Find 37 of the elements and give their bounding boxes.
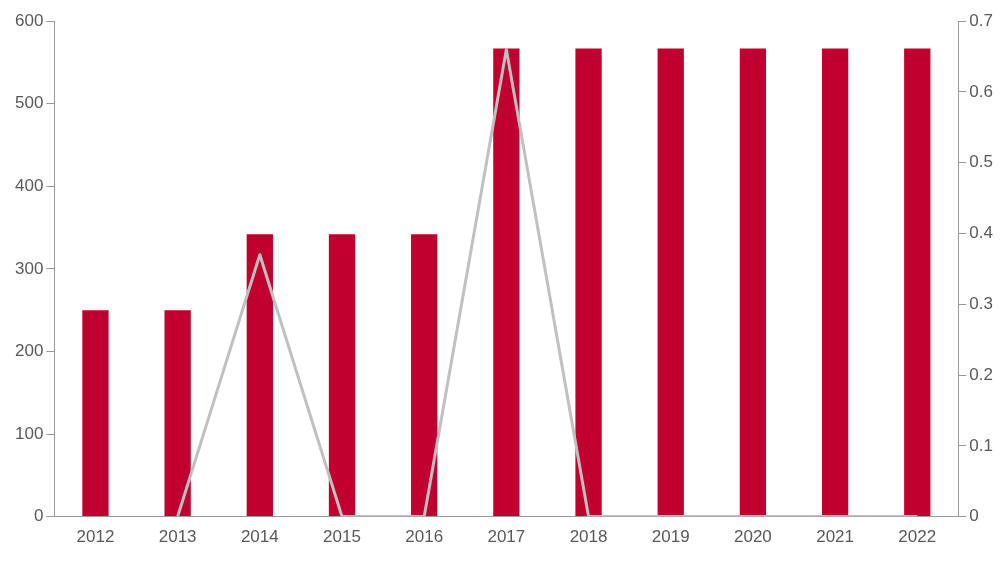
x-tick-label: 2018	[569, 527, 608, 547]
x-tick-label: 2015	[323, 527, 361, 547]
bar	[164, 310, 191, 517]
bar	[904, 48, 931, 517]
y2-tick-label: 0.5	[969, 152, 994, 172]
x-tick-label: 2020	[734, 527, 772, 547]
bar	[739, 48, 767, 517]
y-tick-label: 500	[14, 93, 44, 113]
bar	[821, 48, 849, 517]
x-tick-label: 2021	[816, 527, 855, 547]
x-tick-label: 2017	[487, 527, 526, 547]
y2-tick-label: 0.4	[969, 223, 994, 243]
y2-tick-label: 0.2	[969, 364, 994, 384]
x-tick-label: 2016	[405, 527, 444, 547]
bar	[657, 48, 684, 517]
y2-tick-label: 0.1	[969, 435, 994, 455]
bar	[575, 48, 602, 517]
x-tick-label: 2014	[240, 527, 279, 547]
y2-tick-label: 0.6	[969, 81, 994, 101]
y-tick-label: 100	[14, 423, 44, 443]
y-tick-label: 600	[14, 10, 44, 30]
y2-tick-label: 0.7	[969, 10, 994, 30]
x-tick-label: 2012	[76, 527, 115, 547]
x-tick-label: 2013	[158, 527, 197, 547]
y-tick-label: 0	[33, 506, 44, 526]
y-tick-label: 200	[14, 341, 44, 361]
y2-tick-label: 0	[969, 506, 979, 526]
bar	[82, 310, 109, 517]
x-tick-label: 2019	[651, 527, 690, 547]
bar	[246, 234, 273, 517]
bar	[493, 48, 520, 517]
x-tick-label: 2022	[898, 527, 937, 547]
bar	[411, 234, 438, 517]
y-tick-label: 300	[14, 258, 44, 278]
bar	[328, 234, 356, 517]
y2-tick-label: 0.3	[969, 293, 994, 313]
y-tick-label: 400	[14, 176, 44, 196]
